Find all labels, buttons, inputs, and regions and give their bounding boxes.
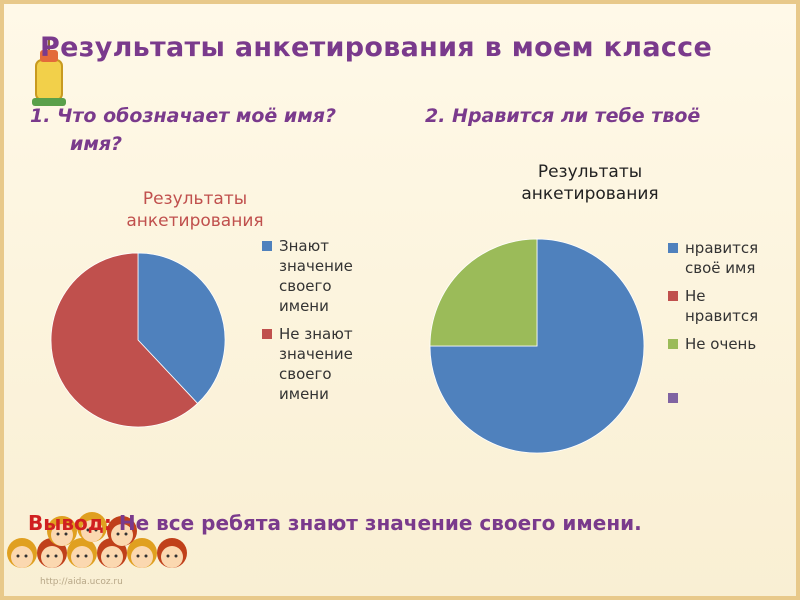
conclusion-rest: Не все ребята знают значение своего имен… [111, 511, 642, 535]
chart2-pie [429, 238, 645, 454]
chart1-legend: Знают значение своего имени Не знают зна… [262, 236, 372, 412]
kid-face [101, 546, 123, 568]
kid-face [41, 546, 63, 568]
legend-text: нравится [685, 307, 759, 325]
chart2-legend-item-like: нравится своё имя [668, 238, 788, 278]
legend-swatch-blue [262, 241, 272, 251]
kid-eye [114, 554, 118, 558]
chart2-title: Результаты анкетирования [521, 162, 659, 204]
legend-swatch-green [668, 339, 678, 349]
kid-eye [76, 554, 80, 558]
children-faces-illustration [7, 512, 187, 568]
legend-text: значение [279, 345, 353, 363]
conclusion-lead: Вывод: [28, 511, 112, 535]
kid-face [111, 524, 133, 546]
pie-slice [137, 252, 226, 404]
question-1: 1. Что обозначает моё имя? имя? [30, 102, 400, 158]
pie-slice [429, 238, 645, 454]
legend-text: своего [279, 277, 332, 295]
kid-face [131, 546, 153, 568]
chart1-pie [50, 252, 226, 428]
kid-face [81, 520, 103, 542]
kid-eye [116, 532, 120, 536]
legend-text: Не очень [685, 335, 757, 353]
lantern-icon [32, 40, 66, 106]
kid-face [161, 546, 183, 568]
kid-eye [94, 528, 98, 532]
kid-eye [16, 554, 20, 558]
chart2-legend-item-not-really: Не очень [668, 334, 788, 354]
kid-eye [46, 554, 50, 558]
kid-eye [106, 554, 110, 558]
chart1-legend-item-know: Знают значение своего имени [262, 236, 372, 316]
chart1-legend-item-dont-know: Не знают значение своего имени [262, 324, 372, 404]
legend-text: своё имя [685, 259, 756, 277]
conclusion-text: Вывод: Не все ребята знают значение свое… [28, 511, 642, 535]
kid-eye [136, 554, 140, 558]
slide-title: Результаты анкетирования в моем классе [40, 32, 713, 63]
kid-eye [84, 554, 88, 558]
kid-face [11, 546, 33, 568]
legend-text: Не [685, 287, 706, 305]
kid-eye [144, 554, 148, 558]
legend-swatch-blue [668, 243, 678, 253]
legend-text: имени [279, 385, 329, 403]
watermark: http://aida.ucoz.ru [40, 577, 123, 587]
legend-text: Не знают [279, 325, 353, 343]
kid-eye [24, 554, 28, 558]
kid-face [71, 546, 93, 568]
kid-face [51, 524, 73, 546]
pie-slice [50, 252, 199, 428]
kid-eye [166, 554, 170, 558]
question-1-line1: 1. Что обозначает моё имя? [30, 105, 336, 127]
legend-swatch-purple [668, 393, 678, 403]
kid-eye [86, 528, 90, 532]
chart2-legend: нравится своё имя Не нравится Не очень [668, 238, 788, 403]
legend-text: своего [279, 365, 332, 383]
legend-swatch-red [668, 291, 678, 301]
question-2: 2. Нравится ли тебе твоё [425, 105, 701, 127]
legend-text: имени [279, 297, 329, 315]
legend-swatch-red [262, 329, 272, 339]
legend-text: Знают [279, 237, 329, 255]
question-1-line2: имя? [70, 133, 123, 155]
kid-eye [124, 532, 128, 536]
chart1-title: Результаты анкетирования [126, 189, 264, 231]
kid-eye [56, 532, 60, 536]
legend-text: значение [279, 257, 353, 275]
kid-eye [54, 554, 58, 558]
kid-eye [64, 532, 68, 536]
kid-eye [174, 554, 178, 558]
legend-text: нравится [685, 239, 759, 257]
pie-slice [429, 238, 538, 347]
chart2-legend-item-dislike: Не нравится [668, 286, 788, 326]
